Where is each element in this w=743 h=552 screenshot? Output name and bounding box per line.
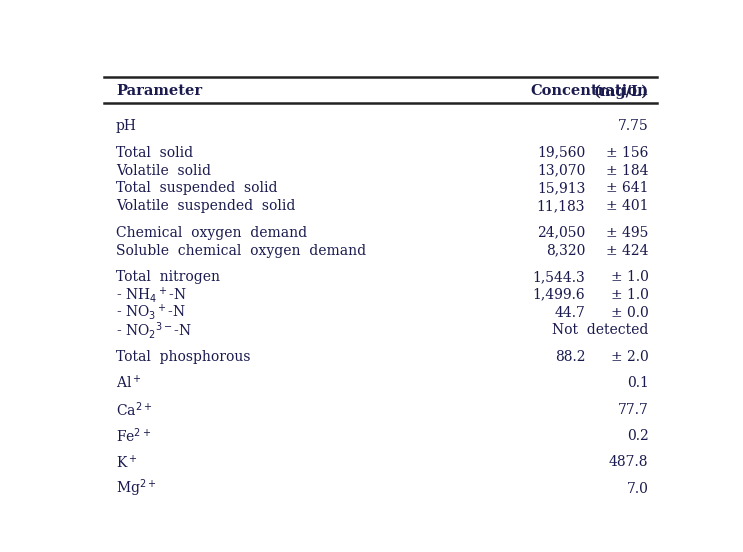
Text: Total  suspended  solid: Total suspended solid [116,182,277,195]
Text: ± 424: ± 424 [606,243,649,258]
Text: 7.0: 7.0 [626,481,649,496]
Text: - NO$_2$$^{3-}$-N: - NO$_2$$^{3-}$-N [116,320,192,341]
Text: 44.7: 44.7 [554,306,585,320]
Text: ± 1.0: ± 1.0 [611,270,649,284]
Text: Parameter: Parameter [116,84,202,98]
Text: Volatile  solid: Volatile solid [116,163,211,178]
Text: 7.75: 7.75 [617,119,649,134]
Text: ± 2.0: ± 2.0 [611,350,649,364]
Text: ± 0.0: ± 0.0 [611,306,649,320]
Text: Chemical  oxygen  demand: Chemical oxygen demand [116,226,307,240]
Text: Total  nitrogen: Total nitrogen [116,270,220,284]
Text: Fe$^{2+}$: Fe$^{2+}$ [116,427,151,445]
Text: Soluble  chemical  oxygen  demand: Soluble chemical oxygen demand [116,243,366,258]
Text: 8,320: 8,320 [546,243,585,258]
Text: - NH$_4$$^+$-N: - NH$_4$$^+$-N [116,285,186,305]
Text: pH: pH [116,119,137,134]
Text: K$^+$: K$^+$ [116,454,137,471]
Text: Mg$^{2+}$: Mg$^{2+}$ [116,478,156,500]
Text: Concentration: Concentration [531,84,648,98]
Text: 77.7: 77.7 [617,402,649,417]
Text: ± 1.0: ± 1.0 [611,288,649,302]
Text: ± 156: ± 156 [606,146,649,160]
Text: Al$^+$: Al$^+$ [116,374,141,392]
Text: 11,183: 11,183 [536,199,585,213]
Text: Not  detected: Not detected [552,323,649,337]
Text: 88.2: 88.2 [555,350,585,364]
Text: ± 495: ± 495 [606,226,649,240]
Text: 24,050: 24,050 [537,226,585,240]
Text: Volatile  suspended  solid: Volatile suspended solid [116,199,295,213]
Text: (mg/L): (mg/L) [594,84,649,99]
Text: 19,560: 19,560 [537,146,585,160]
Text: - NO$_3$$^+$-N: - NO$_3$$^+$-N [116,302,186,322]
Text: 1,499.6: 1,499.6 [533,288,585,302]
Text: ± 184: ± 184 [606,163,649,178]
Text: Total  phosphorous: Total phosphorous [116,350,250,364]
Text: 13,070: 13,070 [537,163,585,178]
Text: ± 641: ± 641 [606,182,649,195]
Text: Total  solid: Total solid [116,146,193,160]
Text: 0.1: 0.1 [626,376,649,390]
Text: ± 401: ± 401 [606,199,649,213]
Text: 487.8: 487.8 [609,455,649,469]
Text: 0.2: 0.2 [627,429,649,443]
Text: 15,913: 15,913 [537,182,585,195]
Text: 1,544.3: 1,544.3 [533,270,585,284]
Text: Ca$^{2+}$: Ca$^{2+}$ [116,400,152,419]
